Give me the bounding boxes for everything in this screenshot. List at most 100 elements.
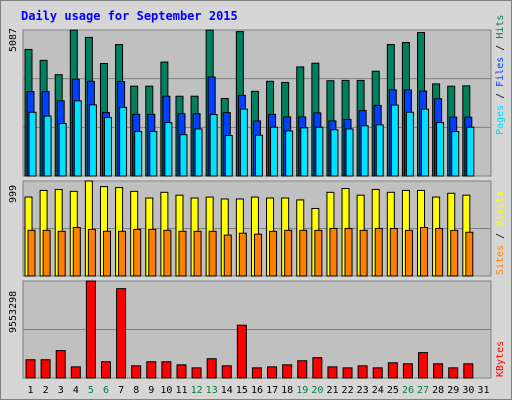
p2-sites-bar-day-10 [163, 229, 172, 277]
p3-kbytes-bar-day-14 [221, 365, 232, 379]
p3-kbytes-bar-day-3 [55, 350, 66, 379]
p2-sites-bar-day-1 [27, 229, 36, 277]
p2-sites-bar-day-15 [238, 232, 247, 277]
x-tick-day-23: 23 [357, 385, 369, 396]
panel-2-legend: Sites / Visits [495, 191, 506, 275]
panel-2-legend-sites: Sites [495, 245, 506, 275]
p1-pages-bar-day-13 [209, 114, 218, 177]
x-tick-day-10: 10 [160, 385, 172, 396]
x-tick-day-27: 27 [417, 385, 429, 396]
x-tick-day-1: 1 [28, 385, 34, 396]
x-tick-day-16: 16 [251, 385, 263, 396]
p3-kbytes-bar-day-24 [372, 367, 383, 379]
p1-pages-bar-day-15 [239, 108, 248, 177]
x-tick-day-13: 13 [206, 385, 218, 396]
p3-kbytes-bar-day-9 [146, 361, 157, 379]
p2-sites-bar-day-14 [223, 234, 232, 277]
p2-sites-bar-day-22 [344, 227, 353, 277]
panel-3-max-tick: 9553298 [8, 291, 19, 333]
p2-sites-bar-day-13 [208, 230, 217, 277]
x-tick-day-18: 18 [281, 385, 293, 396]
x-tick-day-2: 2 [43, 385, 49, 396]
p1-pages-bar-day-14 [224, 135, 233, 177]
p2-sites-bar-day-25 [389, 227, 398, 277]
p1-pages-bar-day-3 [58, 122, 67, 177]
p2-sites-bar-day-5 [87, 228, 96, 277]
p3-kbytes-bar-day-23 [357, 365, 368, 379]
p3-kbytes-bar-day-29 [448, 367, 459, 379]
x-tick-day-31: 31 [477, 385, 489, 396]
p2-sites-bar-day-16 [253, 233, 262, 277]
p2-sites-bar-day-18 [284, 229, 293, 277]
p3-kbytes-bar-day-12 [191, 367, 202, 379]
x-tick-day-15: 15 [236, 385, 248, 396]
x-tick-day-28: 28 [432, 385, 444, 396]
x-tick-day-22: 22 [342, 385, 354, 396]
p1-pages-bar-day-17 [270, 126, 279, 177]
p2-sites-bar-day-30 [465, 231, 474, 277]
p3-kbytes-bar-day-18 [282, 364, 293, 379]
x-tick-day-24: 24 [372, 385, 384, 396]
panel-1-max-tick: 5087 [8, 28, 19, 52]
p1-pages-bar-day-29 [451, 131, 460, 177]
panel-1-legend-separator: / [495, 39, 506, 57]
panel-3-legend: KBytes [495, 341, 506, 377]
p1-pages-bar-day-5 [88, 104, 97, 177]
x-tick-day-21: 21 [326, 385, 338, 396]
p1-pages-bar-day-11 [179, 134, 188, 177]
panel-1-legend: Pages / Files / Hits [495, 15, 506, 135]
panel-1-legend-hits: Hits [495, 15, 506, 39]
p3-kbytes-bar-day-2 [40, 359, 51, 379]
p2-sites-bar-day-24 [374, 227, 383, 277]
x-tick-day-29: 29 [447, 385, 459, 396]
x-tick-day-6: 6 [103, 385, 109, 396]
p2-sites-bar-day-3 [57, 230, 66, 277]
p3-kbytes-bar-day-4 [70, 366, 81, 379]
p1-pages-bar-day-16 [254, 134, 263, 177]
p1-pages-bar-day-2 [43, 115, 52, 177]
p1-pages-bar-day-1 [28, 111, 37, 177]
p1-pages-bar-day-12 [194, 128, 203, 177]
p2-sites-bar-day-2 [42, 229, 51, 277]
p2-sites-bar-day-17 [269, 230, 278, 277]
x-tick-day-30: 30 [462, 385, 474, 396]
p3-kbytes-bar-day-25 [387, 362, 398, 379]
p3-kbytes-bar-day-20 [312, 357, 323, 379]
panel-1-legend-separator: / [495, 87, 506, 105]
panel-2-legend-separator: / [495, 227, 506, 245]
p3-kbytes-bar-day-6 [100, 361, 111, 379]
p3-kbytes-bar-day-26 [402, 363, 413, 379]
p3-kbytes-bar-day-7 [116, 288, 127, 379]
panel-1-legend-pages: Pages [495, 105, 506, 135]
p2-sites-bar-day-7 [118, 230, 127, 277]
x-tick-day-8: 8 [133, 385, 139, 396]
p2-sites-bar-day-29 [450, 229, 459, 277]
x-tick-day-20: 20 [311, 385, 323, 396]
p3-kbytes-bar-day-27 [418, 352, 429, 379]
x-tick-day-26: 26 [402, 385, 414, 396]
p3-kbytes-bar-day-30 [463, 363, 474, 379]
p3-kbytes-bar-day-11 [176, 364, 187, 379]
p1-pages-bar-day-21 [330, 129, 339, 177]
chart-title: Daily usage for September 2015 [21, 9, 238, 23]
p2-sites-bar-day-8 [133, 228, 142, 277]
p3-kbytes-bar-day-19 [297, 360, 308, 379]
p1-pages-bar-day-22 [345, 128, 354, 177]
p1-pages-bar-day-9 [149, 131, 158, 177]
x-tick-day-14: 14 [221, 385, 233, 396]
p2-sites-bar-day-11 [178, 230, 187, 277]
x-tick-day-7: 7 [118, 385, 124, 396]
x-tick-day-25: 25 [387, 385, 399, 396]
p2-sites-bar-day-28 [435, 227, 444, 277]
p1-pages-bar-day-18 [285, 130, 294, 177]
p1-pages-bar-day-24 [375, 124, 384, 177]
x-tick-day-3: 3 [58, 385, 64, 396]
p1-pages-bar-day-30 [466, 126, 475, 177]
p1-pages-bar-day-20 [315, 126, 324, 177]
p1-pages-bar-day-25 [390, 104, 399, 177]
p1-pages-bar-day-6 [103, 116, 112, 177]
panel-1-legend-files: Files [495, 57, 506, 87]
p3-kbytes-bar-day-21 [327, 366, 338, 379]
p1-pages-bar-day-10 [164, 122, 173, 177]
